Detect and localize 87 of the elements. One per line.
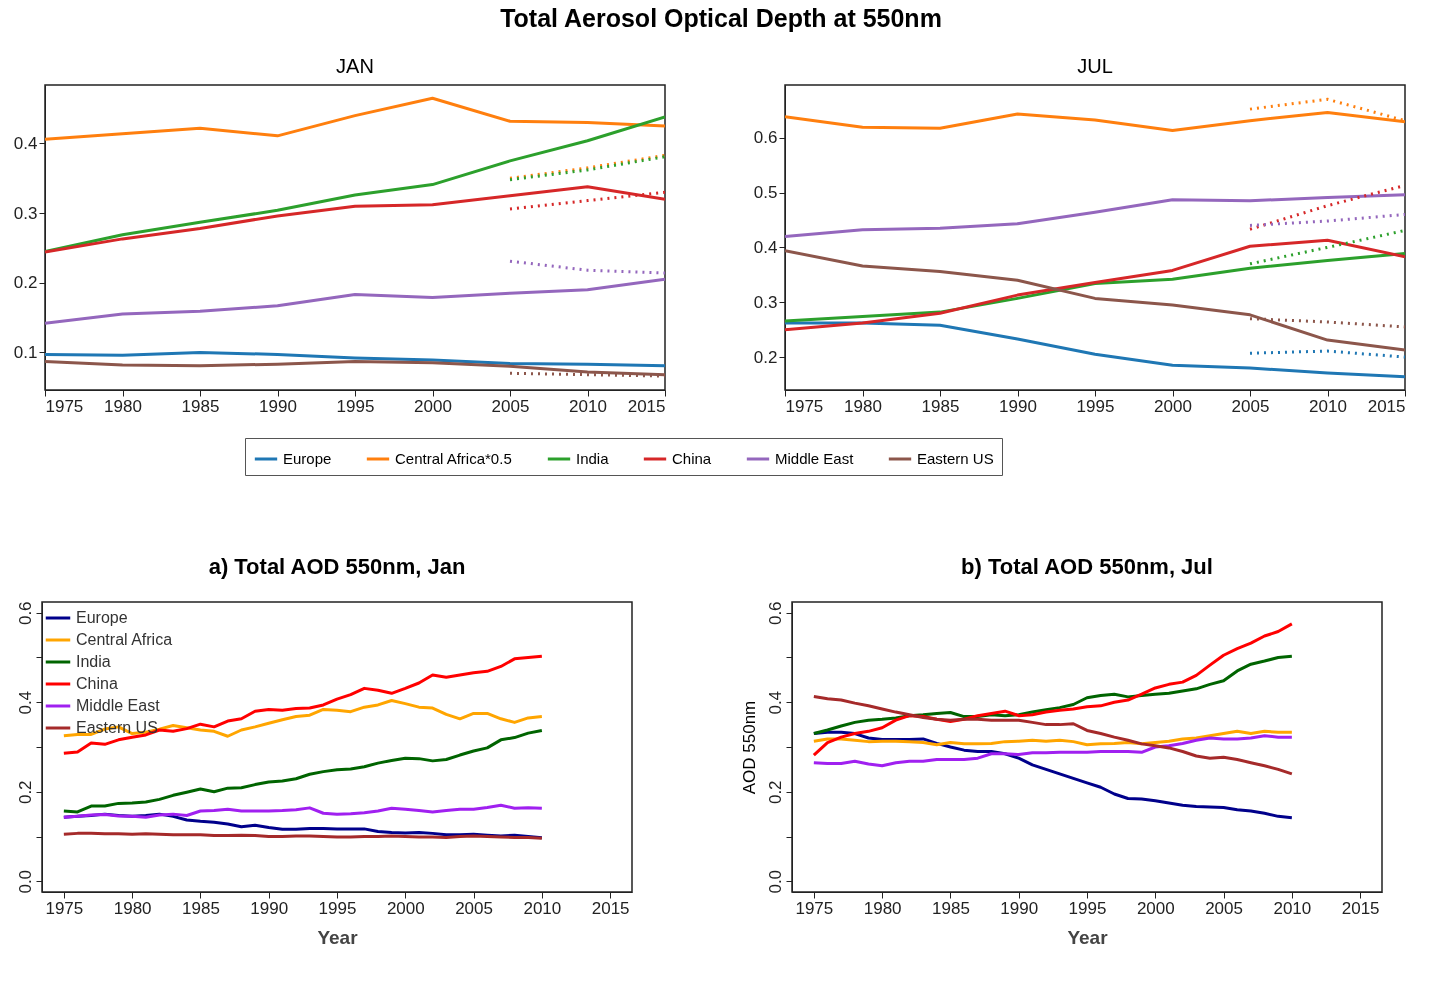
legend-label: Europe [283, 450, 332, 467]
x-tick-label: 2015 [591, 898, 630, 918]
x-tick-label: 2000 [1154, 396, 1192, 416]
x-tick-label: 1980 [104, 396, 142, 416]
chart-title: a) Total AOD 550nm, Jan [208, 553, 466, 579]
x-tick-label: 2000 [414, 396, 452, 416]
y-tick-label: 0.2 [13, 273, 38, 293]
x-tick-label: 1990 [259, 396, 297, 416]
y-tick-label: 0.6 [765, 601, 785, 626]
x-axis-title: Year [1067, 926, 1109, 948]
chart-title: b) Total AOD 550nm, Jul [961, 553, 1213, 579]
x-tick-label: 2010 [1309, 396, 1347, 416]
x-tick-label: 2005 [455, 898, 493, 918]
line-series [62, 654, 544, 755]
x-tick-label: 1980 [844, 396, 882, 416]
y-tick-label: 0.2 [765, 780, 785, 805]
x-tick-label: 1975 [795, 898, 834, 918]
text: Total Aerosol Optical Depth at 550nm [499, 4, 943, 33]
y-tick-label: 0.0 [765, 869, 785, 894]
x-tick-label: 2010 [1273, 898, 1312, 918]
y-tick-label: 0.5 [753, 183, 778, 203]
x-tick-label: 1975 [785, 396, 824, 416]
x-tick-label: 1985 [932, 898, 970, 918]
line-series [785, 238, 1405, 332]
x-tick-label: 2000 [386, 898, 425, 918]
x-tick-label: 1985 [182, 898, 220, 918]
x-tick-label: 1995 [336, 396, 375, 416]
x-tick-label: 2015 [1367, 396, 1406, 416]
x-tick-label: 2015 [627, 396, 666, 416]
x-tick-label: 1995 [1076, 396, 1115, 416]
x-tick-label: 2015 [1341, 898, 1380, 918]
x-axis-title: Year [317, 926, 359, 948]
legend-label: China [76, 675, 118, 692]
line-series [785, 249, 1405, 352]
y-tick-label: 0.1 [13, 342, 38, 362]
y-axis-title: AOD 550nm [739, 700, 759, 795]
legend-label: Middle East [76, 697, 161, 714]
x-tick-label: 2010 [569, 396, 607, 416]
y-tick-label: 0.6 [753, 128, 778, 148]
line-series [45, 277, 665, 325]
x-tick-label: 1990 [1000, 898, 1039, 918]
x-tick-label: 2000 [1136, 898, 1175, 918]
chart-title: JUL [1077, 55, 1113, 77]
x-tick-label: 1975 [45, 396, 84, 416]
x-tick-label: 2010 [523, 898, 562, 918]
y-tick-label: 0.4 [13, 133, 38, 153]
x-tick-label: 1985 [921, 396, 960, 416]
line-series [812, 729, 1294, 747]
line-series [45, 115, 665, 253]
y-tick-label: 0.3 [753, 292, 778, 312]
x-tick-label: 1980 [863, 898, 902, 918]
x-tick-label: 1990 [999, 396, 1037, 416]
y-tick-label: 0.2 [15, 780, 35, 805]
y-tick-label: 0.4 [753, 237, 778, 257]
chart-subtitle: JAN [336, 55, 374, 77]
x-tick-label: 2005 [1205, 898, 1243, 918]
line-series [812, 734, 1294, 768]
line-series [785, 193, 1405, 238]
y-tick-label: 0.6 [15, 601, 35, 626]
x-tick-label: 2005 [1231, 396, 1270, 416]
line-series [45, 185, 665, 254]
y-tick-label: 0.4 [15, 690, 35, 715]
y-tick-label: 0.4 [765, 690, 785, 715]
line-series [812, 694, 1294, 776]
x-tick-label: 2005 [491, 396, 530, 416]
y-tick-label: 0.3 [13, 203, 38, 223]
legend-label: India [576, 450, 610, 467]
x-tick-label: 1995 [1068, 898, 1107, 918]
line-series [45, 96, 665, 141]
legend-label: Europe [76, 609, 128, 626]
x-tick-label: 1990 [250, 898, 289, 918]
x-tick-label: 1975 [45, 898, 84, 918]
legend-label: Eastern US [917, 450, 994, 467]
line-series [45, 350, 665, 368]
y-tick-label: 0.2 [753, 347, 778, 367]
legend-label: Central Africa*0.5 [395, 450, 512, 467]
line-series [785, 321, 1405, 379]
y-tick-label: 0.0 [15, 869, 35, 894]
line-series [62, 803, 544, 819]
x-tick-label: 1985 [181, 396, 220, 416]
legend-label: India [76, 653, 111, 670]
legend-label: Middle East [775, 450, 855, 467]
legend-label: China [672, 450, 712, 467]
line-series [62, 698, 544, 738]
x-tick-label: 1980 [113, 898, 152, 918]
legend-label: Central Africa [76, 631, 173, 648]
x-tick-label: 1995 [318, 898, 357, 918]
